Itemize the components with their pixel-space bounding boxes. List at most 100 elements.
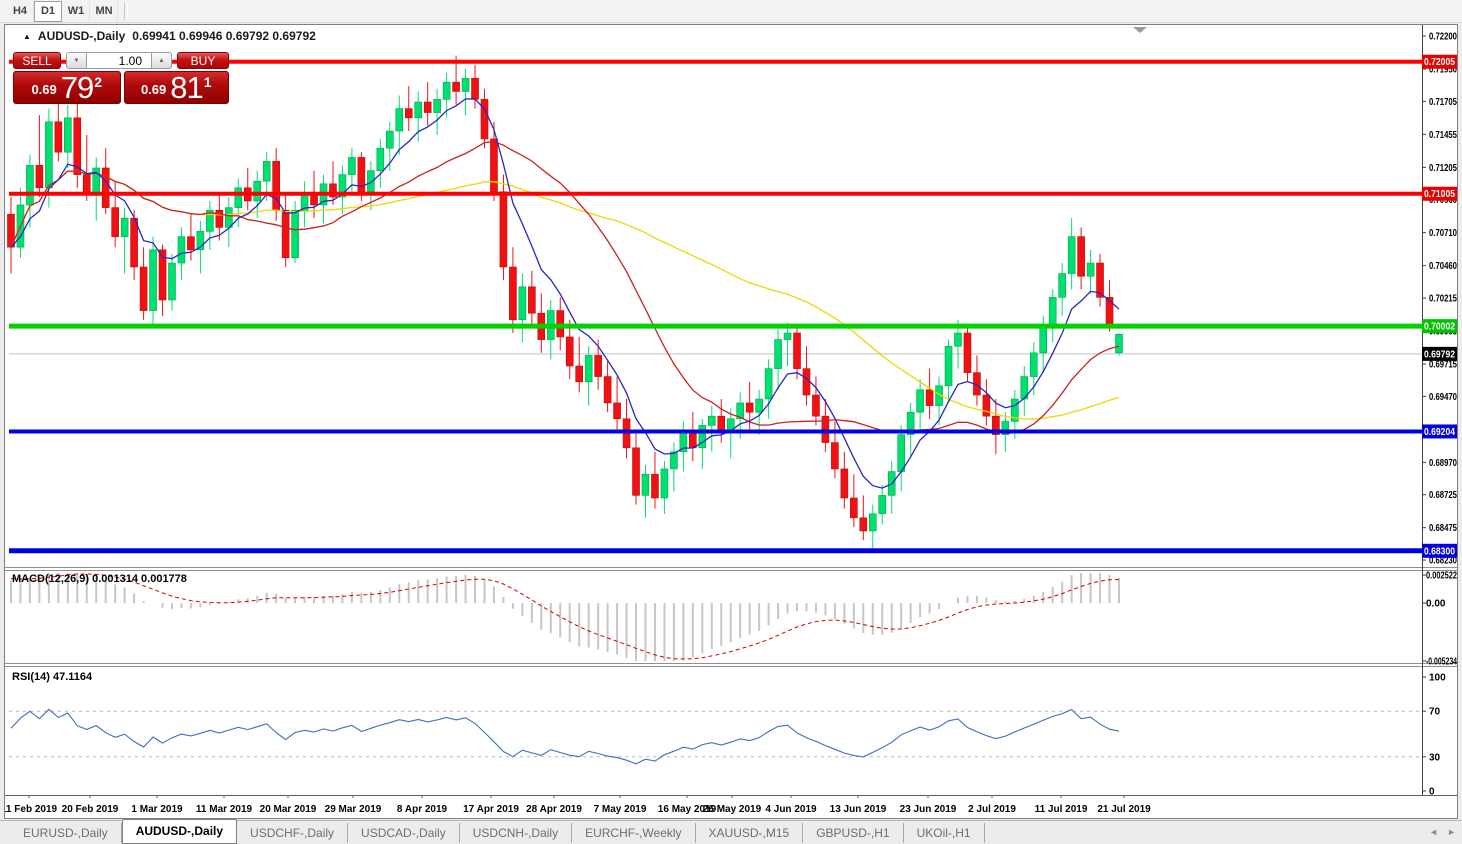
rsi-label: RSI(14) 47.1164 [12,671,92,683]
buy-price-point: 1 [203,74,212,90]
svg-text:0.68230: 0.68230 [1429,556,1457,567]
svg-text:30: 30 [1429,752,1441,763]
tab-scroll-left-icon[interactable]: ◄ [1429,827,1439,837]
svg-text:28 Apr 2019: 28 Apr 2019 [526,804,582,815]
svg-text:0.69470: 0.69470 [1429,392,1457,403]
svg-text:0.68970: 0.68970 [1429,458,1457,469]
svg-text:100: 100 [1429,673,1446,684]
rsi-name: RSI(14) [12,671,50,683]
axes-frame [5,25,1457,796]
symbol-tab-bar: EURUSD-,Daily AUDUSD-,Daily USDCHF-,Dail… [0,819,1462,844]
macd-pane: 0.002522 0.00 -0.005234 [10,571,1457,668]
svg-text:0.69204: 0.69204 [1424,427,1455,438]
svg-text:17 Apr 2019: 17 Apr 2019 [463,804,519,815]
macd-label: MACD(12,26,9) 0.001314 0.001778 [12,573,187,585]
tab-xauusd-m15[interactable]: XAUUSD-,M15 [696,822,804,843]
svg-text:20 Feb 2019: 20 Feb 2019 [62,804,119,815]
sell-price-point: 2 [94,74,103,90]
svg-text:20 Mar 2019: 20 Mar 2019 [260,804,317,815]
svg-text:0.71005: 0.71005 [1424,189,1455,200]
macd-name: MACD(12,26,9) [12,573,90,585]
svg-text:4 Jun 2019: 4 Jun 2019 [765,804,817,815]
chart-shift-marker-icon [1133,27,1147,33]
svg-text:1 Mar 2019: 1 Mar 2019 [131,804,183,815]
tab-eurchf-weekly[interactable]: EURCHF-,Weekly [572,822,696,843]
tab-scroll-right-icon[interactable]: ► [1447,827,1456,837]
tab-scroll-arrows: ◄ ► [1429,827,1456,837]
buy-button[interactable]: BUY [177,52,229,69]
tab-usdcad-daily[interactable]: USDCAD-,Daily [348,822,460,843]
svg-text:-0.005234: -0.005234 [1426,657,1457,668]
chart-canvas[interactable]: 0.722000.719500.717050.714550.712050.709… [5,25,1457,816]
buy-price-figure: 0.69 [140,82,167,97]
tab-gbpusd-h1[interactable]: GBPUSD-,H1 [803,822,904,843]
svg-text:0.00: 0.00 [1426,599,1446,610]
svg-text:0.71950: 0.71950 [1429,65,1457,76]
svg-text:0.68725: 0.68725 [1429,490,1457,501]
sell-price-box[interactable]: 0.69 79 2 [13,71,121,104]
timeframe-mn-button[interactable]: MN [90,0,118,22]
date-axis: 11 Feb 2019 20 Feb 2019 1 Mar 2019 11 Mar 2… [5,795,1151,815]
svg-text:0.68475: 0.68475 [1429,523,1457,534]
one-click-trading-panel: SELL ▼ 1.00 ▲ BUY 0.69 79 2 0.69 81 1 [13,52,229,104]
sell-price-figure: 0.69 [31,82,57,97]
svg-text:2 Jul 2019: 2 Jul 2019 [968,804,1016,815]
svg-text:0.69792: 0.69792 [1424,349,1455,360]
buy-price-box[interactable]: 0.69 81 1 [123,69,229,105]
chart-symbol-label: AUDUSD-,Daily [37,29,126,43]
svg-text:0.70215: 0.70215 [1429,294,1457,305]
toolbar-separator [124,2,128,20]
timeframe-toolbar: H4 D1 W1 MN [0,0,1462,23]
svg-text:0.72200: 0.72200 [1429,32,1457,43]
svg-text:0.68300: 0.68300 [1424,546,1455,557]
moving-averages-layer [10,98,1120,489]
svg-text:7 May 2019: 7 May 2019 [594,804,647,815]
svg-text:0.72005: 0.72005 [1424,57,1455,68]
svg-text:0.70710: 0.70710 [1429,228,1457,239]
volume-decrease-button[interactable]: ▼ [66,52,86,69]
chart-window: 0.722000.719500.717050.714550.712050.709… [4,24,1458,819]
level-lines-layer [9,59,1422,554]
timeframe-h4-button[interactable]: H4 [6,0,34,22]
svg-text:0.70002: 0.70002 [1424,322,1455,333]
timeframe-w1-button[interactable]: W1 [62,0,90,22]
price-badges: 0.72005 0.71005 0.70002 0.69204 0.68300 0.697… [1422,54,1457,558]
chart-title: ▲ AUDUSD-,Daily 0.69941 0.69946 0.69792 … [23,29,316,43]
timeframe-d1-button[interactable]: D1 [34,0,62,22]
price-axis: 0.722000.719500.717050.714550.712050.709… [1422,32,1457,567]
svg-text:23 Jun 2019: 23 Jun 2019 [900,804,957,815]
svg-text:70: 70 [1429,707,1441,718]
rsi-pane: 100 70 30 0 [9,673,1446,798]
svg-text:13 Jun 2019: 13 Jun 2019 [830,804,887,815]
volume-input[interactable]: 1.00 [86,52,152,69]
collapse-chart-icon[interactable]: ▲ [23,31,31,41]
macd-values: 0.001314 0.001778 [92,573,187,585]
sell-price-pips: 79 [60,69,94,105]
tab-usdcnh-daily[interactable]: USDCNH-,Daily [460,822,573,843]
tab-ukoil-h1[interactable]: UKOil-,H1 [904,822,985,843]
svg-text:0: 0 [1429,787,1435,798]
svg-text:29 Mar 2019: 29 Mar 2019 [325,804,382,815]
svg-text:11 Mar 2019: 11 Mar 2019 [196,804,253,815]
svg-text:21 Jul 2019: 21 Jul 2019 [1097,804,1151,815]
svg-text:0.002522: 0.002522 [1426,571,1457,582]
buy-price-pips: 81 [170,69,203,105]
chevron-up-icon: ▲ [158,57,165,64]
svg-text:0.71705: 0.71705 [1429,97,1457,108]
svg-text:16 May 2019: 16 May 2019 [658,804,717,815]
svg-text:26 May 2019: 26 May 2019 [703,804,762,815]
tab-audusd-daily[interactable]: AUDUSD-,Daily [121,819,238,844]
svg-text:11 Jul 2019: 11 Jul 2019 [1035,804,1088,815]
tab-usdchf-daily[interactable]: USDCHF-,Daily [237,822,349,843]
volume-increase-button[interactable]: ▲ [152,52,172,69]
tab-eurusd-daily[interactable]: EURUSD-,Daily [10,822,122,843]
svg-text:0.70460: 0.70460 [1429,261,1457,272]
chart-ohlc-values: 0.69941 0.69946 0.69792 0.69792 [132,29,316,43]
candles-layer [7,55,1123,549]
svg-text:0.69715: 0.69715 [1429,360,1457,371]
svg-text:0.71455: 0.71455 [1429,130,1457,141]
rsi-value: 47.1164 [52,671,93,683]
svg-text:11 Feb 2019: 11 Feb 2019 [5,804,58,815]
chevron-down-icon: ▼ [73,57,80,64]
sell-button[interactable]: SELL [13,52,61,69]
